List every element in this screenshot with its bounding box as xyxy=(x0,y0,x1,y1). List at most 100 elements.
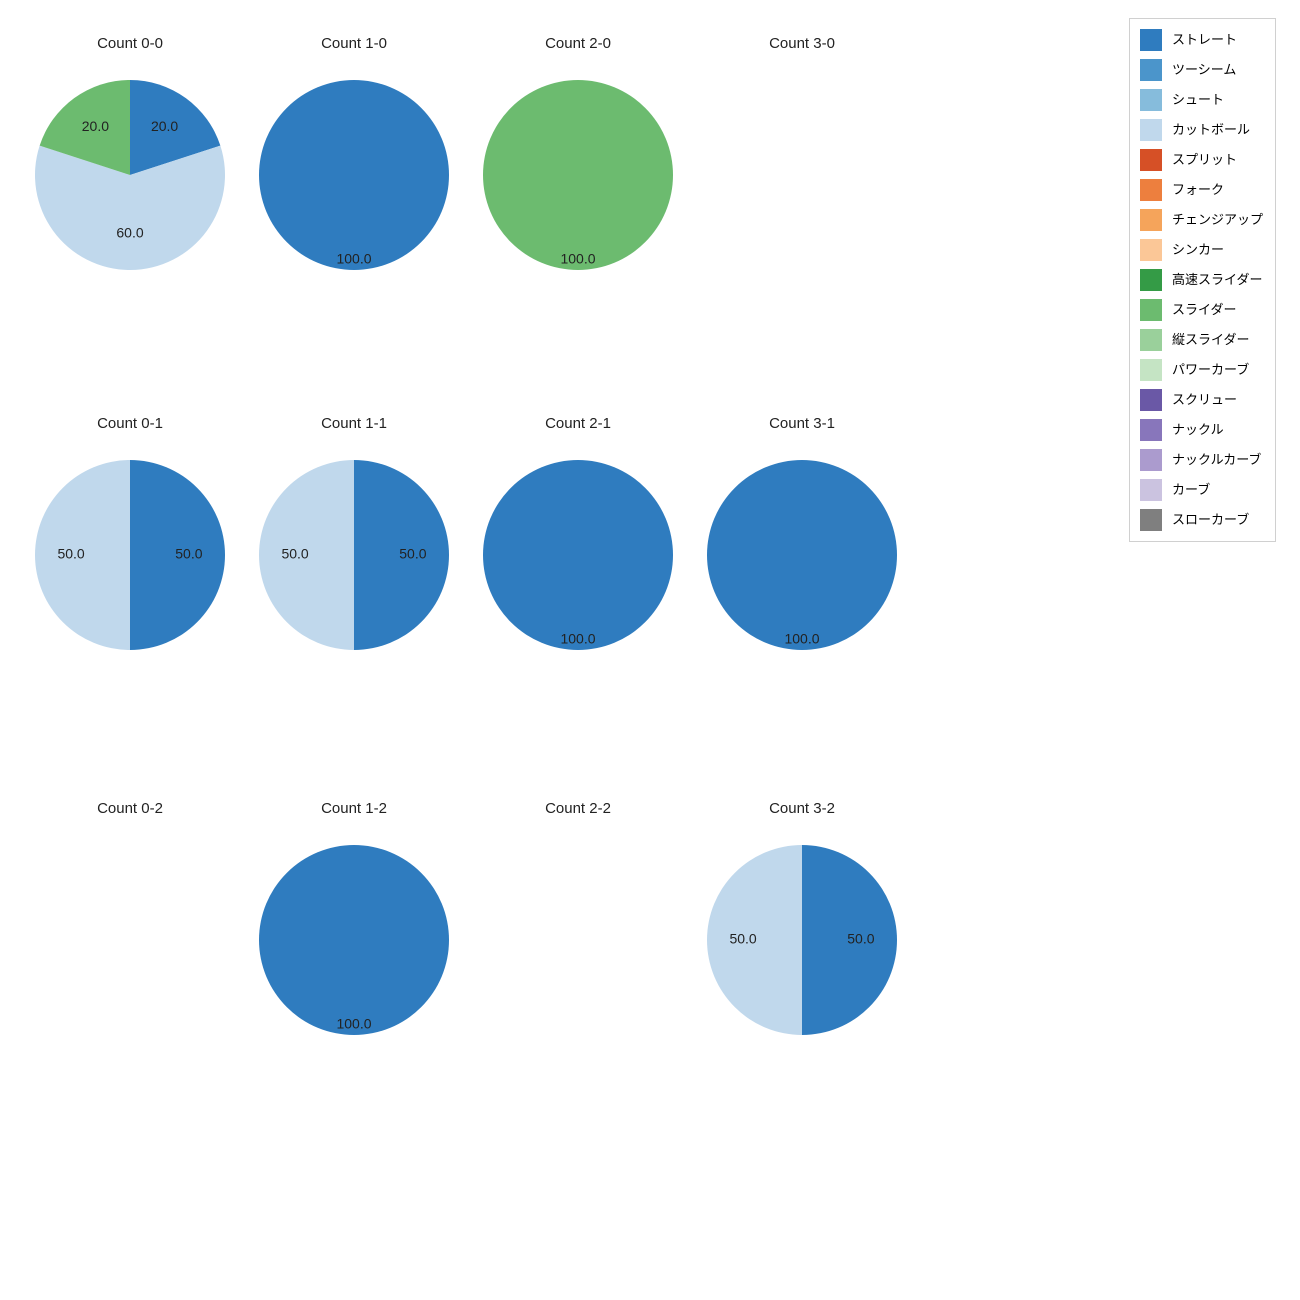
legend-label: ツーシーム xyxy=(1172,63,1236,78)
pie-title: Count 1-2 xyxy=(244,800,464,817)
legend-label: カットボール xyxy=(1172,123,1250,138)
pie-cell: Count 2-1 100.0 xyxy=(468,415,688,735)
legend-item: パワーカーブ xyxy=(1138,355,1265,385)
pie-title: Count 2-2 xyxy=(468,800,688,817)
legend-swatch xyxy=(1140,29,1162,51)
legend-swatch xyxy=(1140,359,1162,381)
legend-item: ストレート xyxy=(1138,25,1265,55)
legend-label: 縦スライダー xyxy=(1172,333,1249,348)
legend-item: スローカーブ xyxy=(1138,505,1265,535)
pie-title: Count 1-1 xyxy=(244,415,464,432)
legend-item: ナックル xyxy=(1138,415,1265,445)
legend-item: スクリュー xyxy=(1138,385,1265,415)
pie-title: Count 2-1 xyxy=(468,415,688,432)
pie-chart: 50.0 50.0 xyxy=(702,840,902,1040)
legend-swatch xyxy=(1140,449,1162,471)
pie-slice-label: 50.0 xyxy=(281,546,308,562)
legend-label: 高速スライダー xyxy=(1172,273,1262,288)
legend-swatch xyxy=(1140,119,1162,141)
legend-label: スクリュー xyxy=(1172,393,1237,408)
legend-item: ツーシーム xyxy=(1138,55,1265,85)
pie-title: Count 0-0 xyxy=(20,35,240,52)
legend-swatch xyxy=(1140,239,1162,261)
legend-label: ナックル xyxy=(1172,423,1224,438)
legend-item: 縦スライダー xyxy=(1138,325,1265,355)
pie-slice-label: 50.0 xyxy=(399,546,426,562)
legend-label: パワーカーブ xyxy=(1172,363,1249,378)
legend-item: フォーク xyxy=(1138,175,1265,205)
pie-chart xyxy=(478,840,678,1040)
legend-item: カーブ xyxy=(1138,475,1265,505)
legend-item: ナックルカーブ xyxy=(1138,445,1265,475)
chart-grid: Count 0-020.060.020.0Count 1-0100.0Count… xyxy=(0,0,1300,1300)
legend-swatch xyxy=(1140,479,1162,501)
pie-slice-label: 50.0 xyxy=(847,931,874,947)
pie-slice-label: 50.0 xyxy=(175,546,202,562)
pie-cell: Count 0-0 20.0 60.0 20.0 xyxy=(20,35,240,355)
pie-slice-label: 100.0 xyxy=(336,1016,371,1032)
pie-slice-label: 100.0 xyxy=(560,631,595,647)
pie-slice xyxy=(483,460,673,650)
pie-title: Count 3-1 xyxy=(692,415,912,432)
pie-chart xyxy=(30,840,230,1040)
pie-slice xyxy=(259,80,449,270)
legend-swatch xyxy=(1140,509,1162,531)
legend-swatch xyxy=(1140,59,1162,81)
pie-chart xyxy=(702,75,902,275)
pie-title: Count 0-2 xyxy=(20,800,240,817)
pie-slice-label: 60.0 xyxy=(116,225,143,241)
pie-chart: 100.0 xyxy=(478,455,678,655)
pie-chart: 50.0 50.0 xyxy=(254,455,454,655)
legend-item: 高速スライダー xyxy=(1138,265,1265,295)
pie-title: Count 1-0 xyxy=(244,35,464,52)
legend-label: ストレート xyxy=(1172,33,1237,48)
legend-item: チェンジアップ xyxy=(1138,205,1265,235)
legend: ストレートツーシームシュートカットボールスプリットフォークチェンジアップシンカー… xyxy=(1129,18,1276,542)
pie-cell: Count 0-2 xyxy=(20,800,240,1120)
legend-item: スライダー xyxy=(1138,295,1265,325)
pie-cell: Count 3-0 xyxy=(692,35,912,355)
pie-chart: 50.0 50.0 xyxy=(30,455,230,655)
pie-title: Count 3-0 xyxy=(692,35,912,52)
legend-item: カットボール xyxy=(1138,115,1265,145)
pie-slice xyxy=(259,845,449,1035)
pie-slice-label: 100.0 xyxy=(560,251,595,267)
legend-label: フォーク xyxy=(1172,183,1224,198)
pie-cell: Count 1-2 100.0 xyxy=(244,800,464,1120)
legend-label: シュート xyxy=(1172,93,1224,108)
pie-slice xyxy=(483,80,673,270)
pie-cell: Count 0-1 50.0 50.0 xyxy=(20,415,240,735)
pie-slice-label: 50.0 xyxy=(57,546,84,562)
legend-label: シンカー xyxy=(1172,243,1224,258)
pie-chart: 100.0 xyxy=(478,75,678,275)
pie-slice-label: 20.0 xyxy=(151,118,178,134)
pie-chart: 100.0 xyxy=(254,75,454,275)
legend-swatch xyxy=(1140,269,1162,291)
pie-title: Count 3-2 xyxy=(692,800,912,817)
legend-item: シュート xyxy=(1138,85,1265,115)
pie-slice-label: 100.0 xyxy=(336,251,371,267)
pie-cell: Count 1-0 100.0 xyxy=(244,35,464,355)
legend-item: シンカー xyxy=(1138,235,1265,265)
legend-swatch xyxy=(1140,329,1162,351)
legend-swatch xyxy=(1140,149,1162,171)
pie-cell: Count 3-2 50.0 50.0 xyxy=(692,800,912,1120)
legend-swatch xyxy=(1140,89,1162,111)
pie-title: Count 2-0 xyxy=(468,35,688,52)
pie-slice xyxy=(707,460,897,650)
pie-slice-label: 20.0 xyxy=(82,118,109,134)
pie-slice-label: 100.0 xyxy=(784,631,819,647)
legend-label: ナックルカーブ xyxy=(1172,453,1261,468)
pie-title: Count 0-1 xyxy=(20,415,240,432)
legend-swatch xyxy=(1140,209,1162,231)
pie-chart: 100.0 xyxy=(254,840,454,1040)
legend-item: スプリット xyxy=(1138,145,1265,175)
legend-swatch xyxy=(1140,179,1162,201)
pie-chart: 100.0 xyxy=(702,455,902,655)
legend-label: スライダー xyxy=(1172,303,1236,318)
pie-cell: Count 3-1 100.0 xyxy=(692,415,912,735)
legend-swatch xyxy=(1140,389,1162,411)
legend-swatch xyxy=(1140,419,1162,441)
pie-slice-label: 50.0 xyxy=(729,931,756,947)
legend-swatch xyxy=(1140,299,1162,321)
